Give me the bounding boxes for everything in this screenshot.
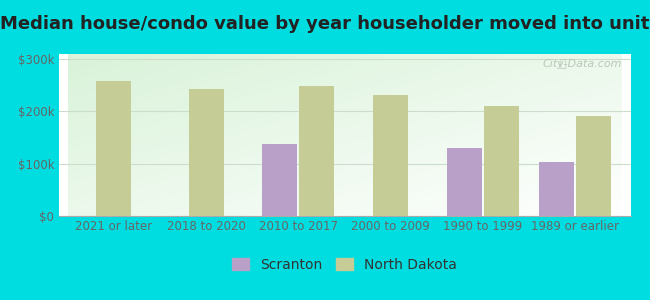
Bar xyxy=(484,106,519,216)
Bar xyxy=(373,95,408,216)
Bar xyxy=(299,86,334,216)
Bar xyxy=(539,162,574,216)
Legend: Scranton, North Dakota: Scranton, North Dakota xyxy=(227,252,462,277)
Bar xyxy=(447,148,482,216)
Bar xyxy=(263,144,298,216)
Bar xyxy=(188,89,224,216)
Text: ⦿: ⦿ xyxy=(560,59,566,69)
Bar xyxy=(96,81,131,216)
Text: Median house/condo value by year householder moved into unit: Median house/condo value by year househo… xyxy=(0,15,650,33)
Bar xyxy=(576,116,611,216)
Text: City-Data.com: City-Data.com xyxy=(542,59,622,69)
